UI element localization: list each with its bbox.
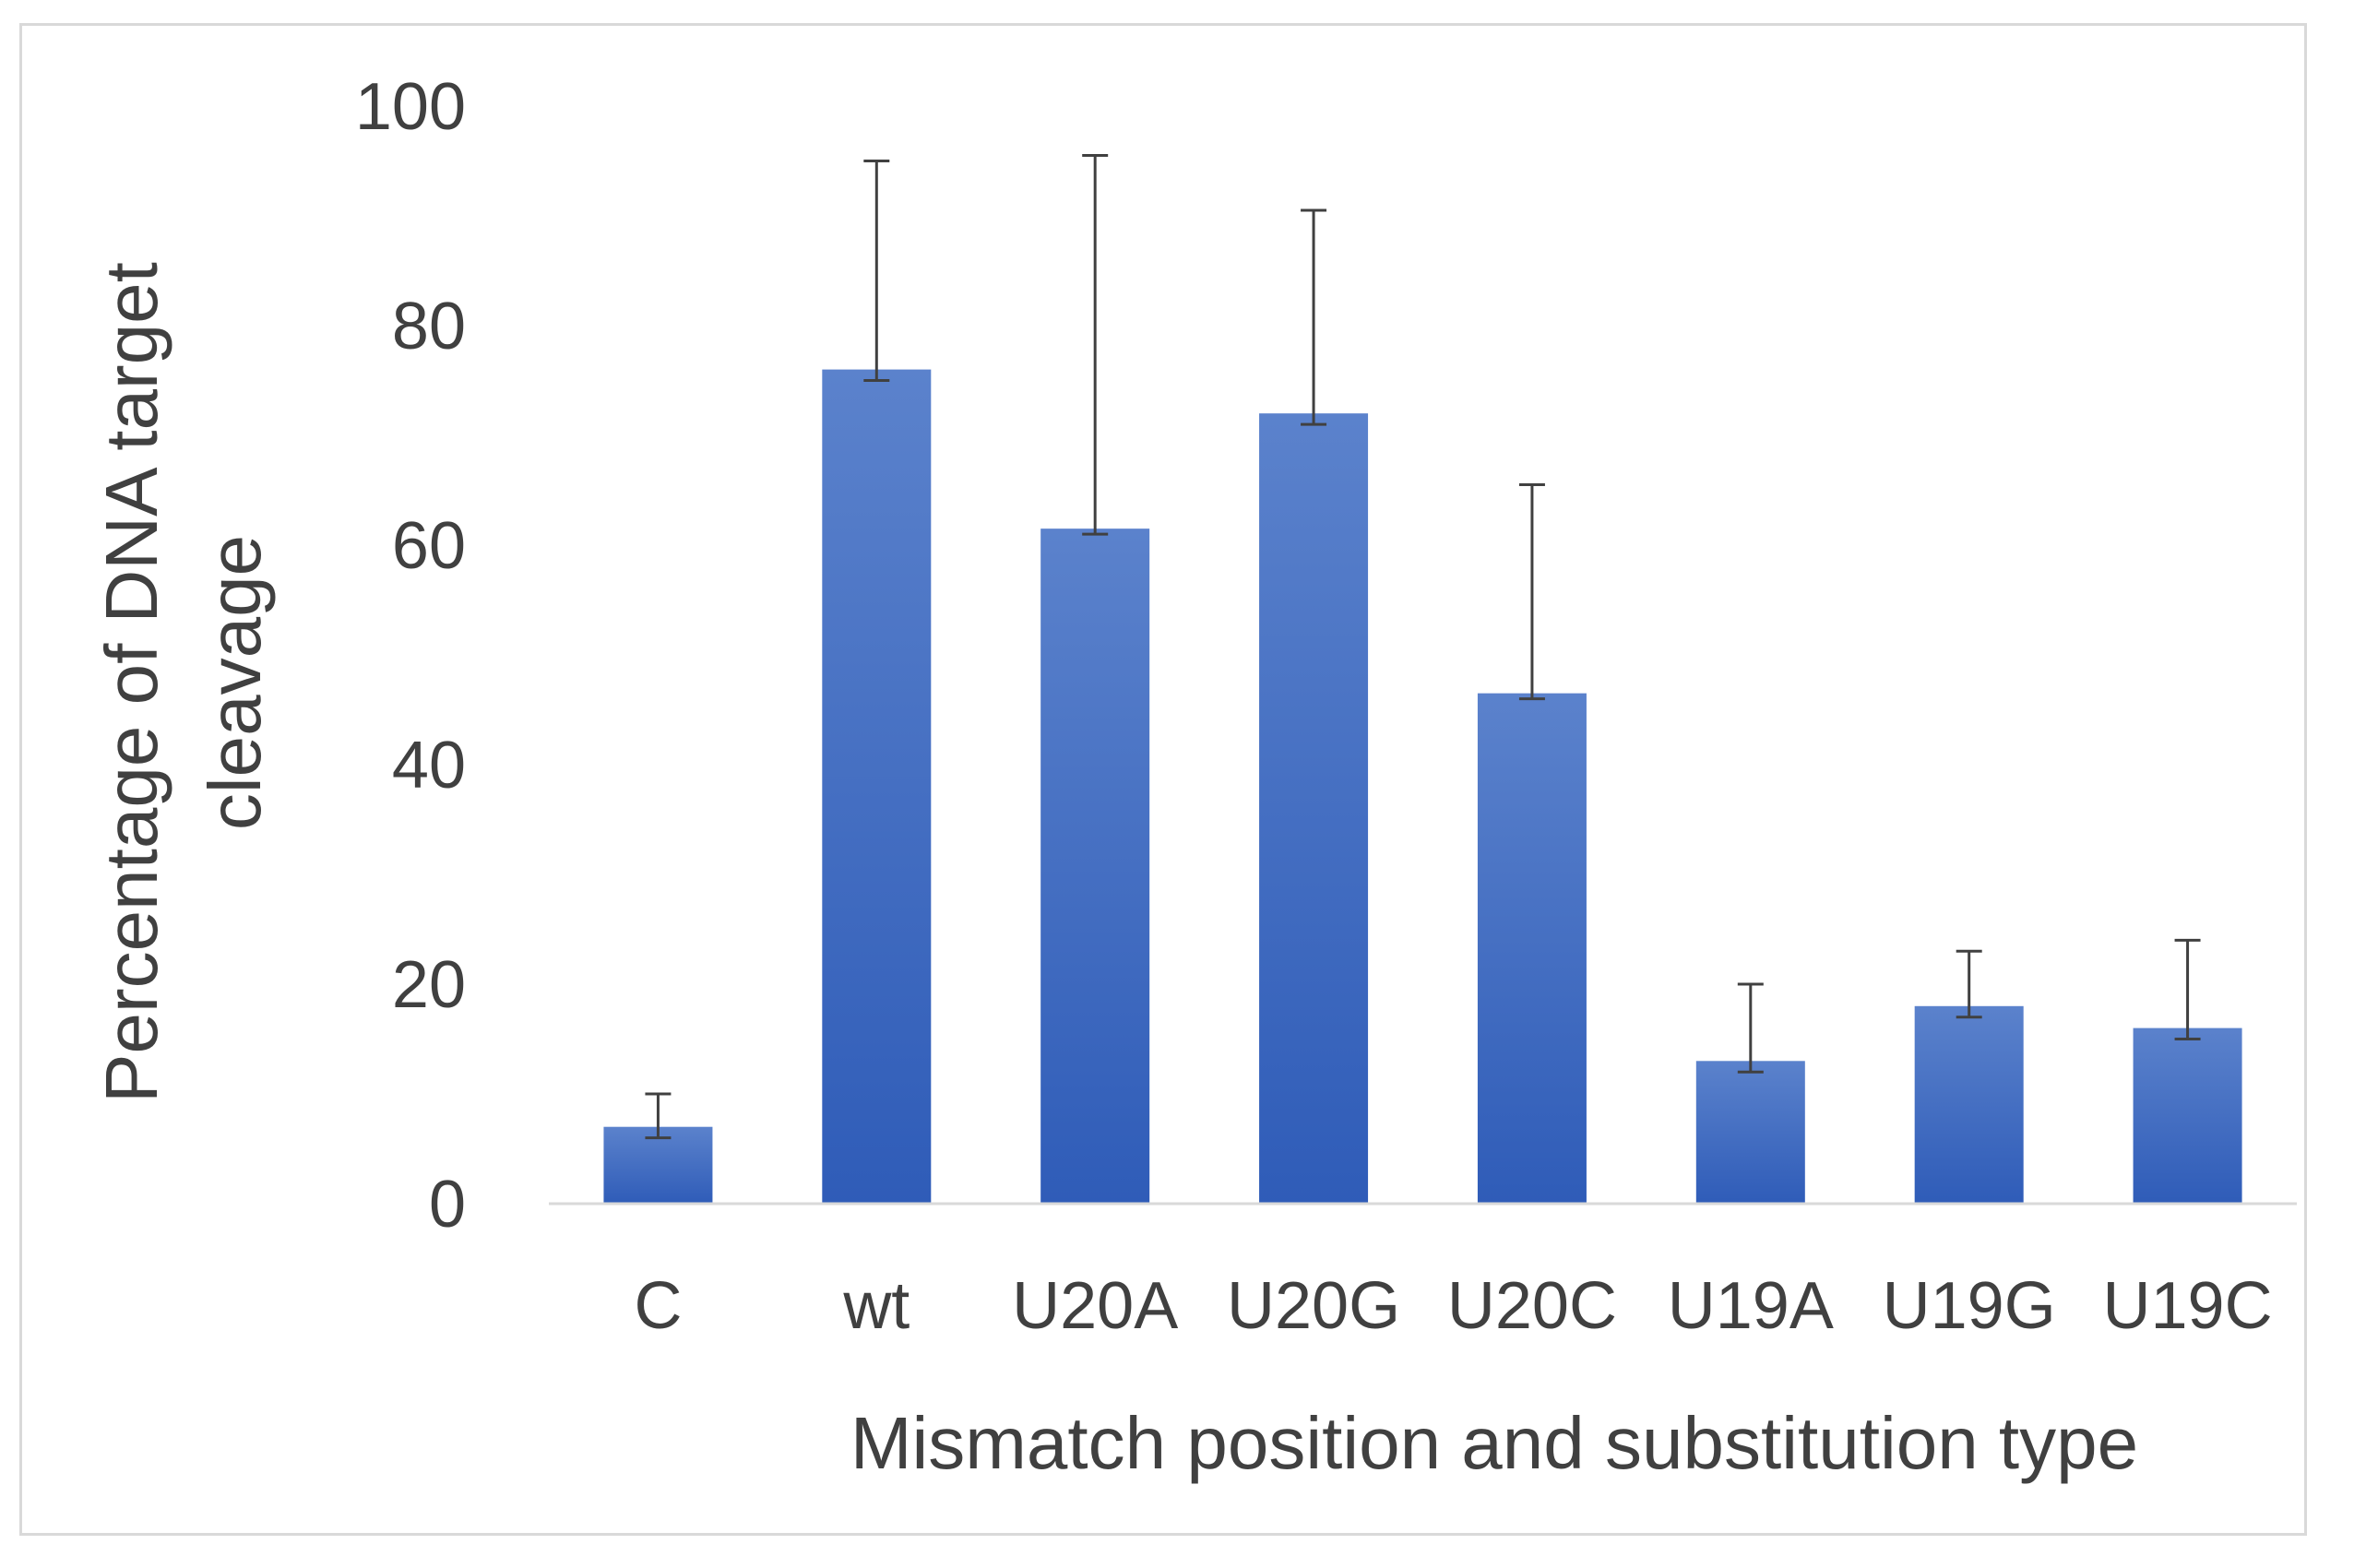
y-axis-title-line: Percentage of DNA target: [90, 262, 172, 1103]
x-axis-title: Mismatch position and substitution type: [850, 1402, 2138, 1484]
chart-frame: [19, 23, 2307, 1536]
bar-wt: [822, 369, 932, 1205]
error-bars: [645, 154, 2201, 1140]
bar-u20c: [1477, 693, 1587, 1204]
y-tick-label: 40: [392, 729, 466, 802]
x-tick-label: U19G: [1883, 1269, 2056, 1343]
error-bar-c: [645, 1092, 672, 1140]
x-tick-label: U20A: [1012, 1269, 1178, 1343]
error-bar-u20c: [1518, 483, 1545, 701]
x-tick-label: C: [634, 1269, 682, 1343]
x-tick-label: wt: [842, 1269, 910, 1343]
bar-u19c: [2133, 1028, 2242, 1204]
bar-u19a: [1695, 1061, 1805, 1204]
x-tick-label: U20G: [1227, 1269, 1400, 1343]
y-axis-ticks: 0 20 40 60 80 100: [355, 70, 466, 1241]
error-bar-u19g: [1956, 949, 1982, 1019]
bars: [603, 369, 2242, 1205]
error-bar-u19c: [2174, 938, 2201, 1040]
y-axis-title: Percentage of DNA target cleavage: [90, 262, 276, 1103]
y-axis-title-line: cleavage: [194, 535, 276, 830]
bar-u20g: [1259, 413, 1369, 1204]
x-tick-label: U19A: [1668, 1269, 1834, 1343]
bar-c: [603, 1126, 713, 1204]
bar-u20a: [1040, 529, 1150, 1204]
y-tick-label: 0: [429, 1168, 466, 1241]
x-tick-label: U19C: [2103, 1269, 2273, 1343]
x-tick-label: U20C: [1447, 1269, 1617, 1343]
y-tick-label: 80: [392, 290, 466, 363]
bar-u19g: [1914, 1005, 2024, 1204]
error-bar-u19a: [1737, 982, 1764, 1074]
y-tick-label: 100: [355, 70, 466, 144]
y-tick-label: 20: [392, 948, 466, 1022]
error-bar-u20a: [1082, 154, 1109, 536]
y-tick-label: 60: [392, 509, 466, 583]
error-bar-u20g: [1301, 208, 1327, 426]
error-bar-wt: [863, 160, 890, 382]
